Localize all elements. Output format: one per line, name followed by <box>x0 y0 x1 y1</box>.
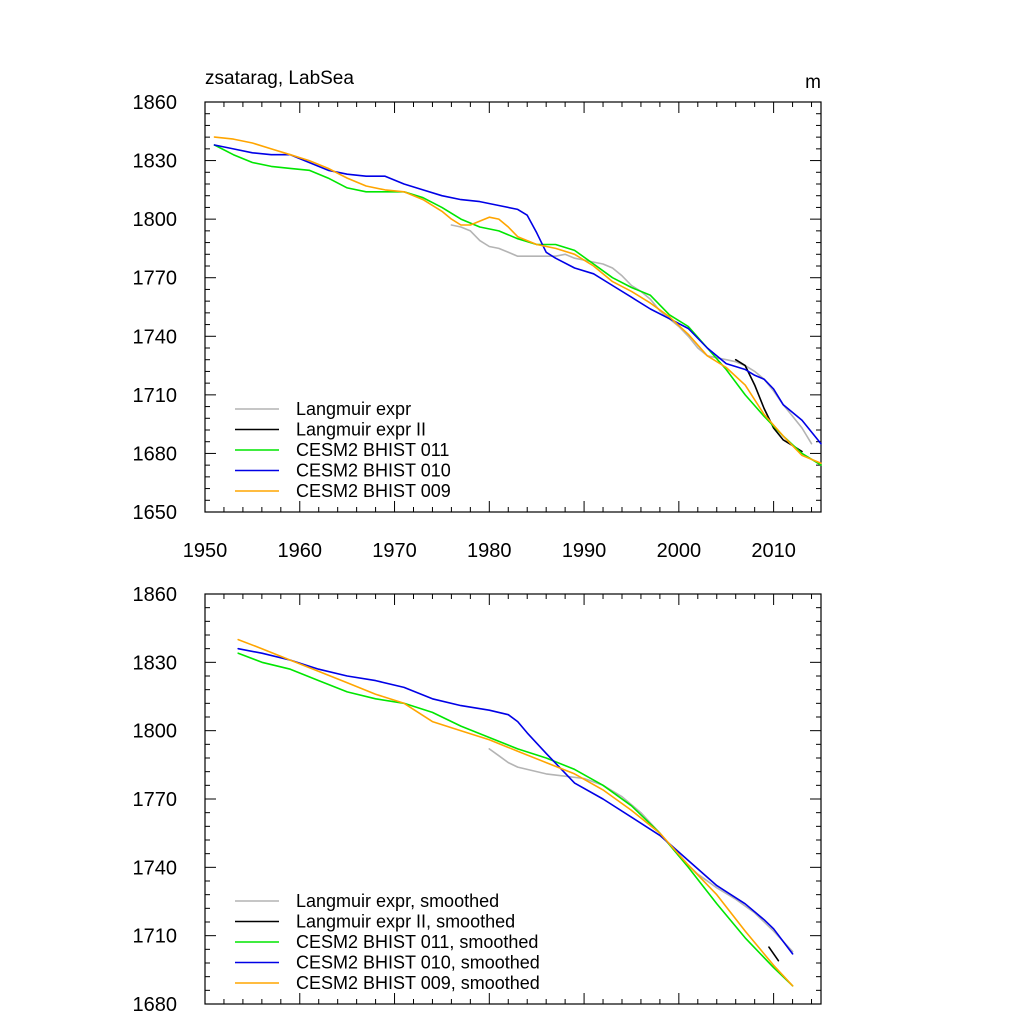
top-plot-frame <box>204 101 822 513</box>
top-legend-label: Langmuir expr <box>296 399 411 419</box>
top-x-tick-label: 2000 <box>657 540 702 562</box>
top-y-tick-label: 1650 <box>133 502 178 524</box>
top-series-cesm2-bhist-009 <box>213 136 822 465</box>
top-y-tick-label: 1770 <box>133 268 178 290</box>
bottom-y-tick-label: 1800 <box>133 721 178 743</box>
top-series-cesm2-bhist-010 <box>213 144 822 445</box>
bottom-series-langmuir-expr-smoothed <box>488 748 794 953</box>
top-x-tick-label: 1990 <box>562 540 607 562</box>
bottom-legend-label: CESM2 BHIST 009, smoothed <box>296 973 540 993</box>
top-panel: zsatarag, LabSea m 1650 1680 1710 1740 1770 1… <box>133 68 822 562</box>
bottom-legend-label: Langmuir expr, smoothed <box>296 891 499 911</box>
bottom-series-cesm2-bhist-009-smoothed <box>237 638 794 987</box>
bottom-y-tick-label: 1740 <box>133 857 178 879</box>
top-legend-label: Langmuir expr II <box>296 420 426 440</box>
bottom-y-tick-label: 1710 <box>133 926 178 948</box>
top-y-tick-label: 1800 <box>133 209 178 231</box>
bottom-series-langmuir-expr-ii-smoothed <box>768 946 780 962</box>
bottom-panel: 1680 1710 1740 1770 1800 1830 1860 Langmuir exp… <box>133 584 822 1016</box>
top-x-tick-label: 1950 <box>183 540 228 562</box>
top-y-tick-label: 1830 <box>133 151 178 173</box>
bottom-legend-label: Langmuir expr II, smoothed <box>296 912 515 932</box>
bottom-y-tick-label: 1830 <box>133 652 178 674</box>
top-x-tick-label: 1970 <box>372 540 417 562</box>
bottom-series-cesm2-bhist-010-smoothed <box>237 647 794 955</box>
bottom-legend-label: CESM2 BHIST 011, smoothed <box>296 932 538 952</box>
top-series-cesm2-bhist-011 <box>213 144 822 466</box>
top-x-tick-label: 1960 <box>278 540 323 562</box>
top-legend-label: CESM2 BHIST 010 <box>296 461 451 481</box>
top-legend-label: CESM2 BHIST 011 <box>296 440 449 460</box>
top-x-tick-label: 1980 <box>467 540 512 562</box>
top-y-tick-label: 1710 <box>133 385 178 407</box>
bottom-series-cesm2-bhist-011-smoothed <box>237 652 794 987</box>
top-y-tick-label: 1680 <box>133 443 178 465</box>
top-y-tick-label: 1740 <box>133 326 178 348</box>
top-units-label: m <box>805 72 821 93</box>
top-y-tick-label: 1860 <box>133 92 178 114</box>
top-series-langmuir-expr-ii <box>734 358 803 453</box>
bottom-y-tick-label: 1770 <box>133 789 178 811</box>
top-x-tick-label: 2010 <box>751 540 796 562</box>
top-legend-label: CESM2 BHIST 009 <box>296 481 451 501</box>
top-series-langmuir-expr <box>450 224 813 445</box>
bottom-legend-label: CESM2 BHIST 010, smoothed <box>296 953 540 973</box>
bottom-y-tick-label: 1860 <box>133 584 178 606</box>
bottom-y-tick-label: 1680 <box>133 994 178 1016</box>
top-chart-title: zsatarag, LabSea <box>205 68 354 89</box>
